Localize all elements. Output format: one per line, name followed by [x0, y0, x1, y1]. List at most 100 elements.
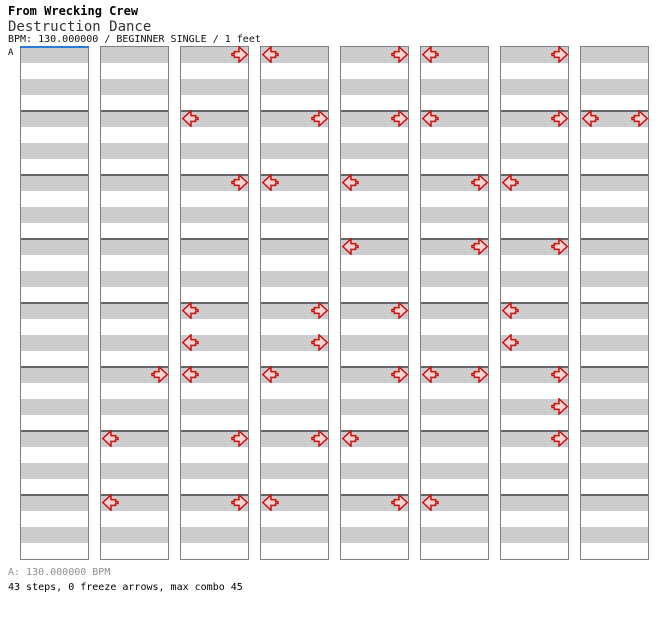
- beat-row: [501, 255, 568, 271]
- beat-row: [501, 47, 568, 63]
- beat-row: [181, 63, 248, 79]
- measure-line: [581, 110, 648, 112]
- beat-row: [101, 463, 168, 479]
- step-arrow-left-icon: [182, 334, 199, 351]
- measure-line: [421, 366, 488, 368]
- beat-row: [501, 303, 568, 319]
- step-arrow-left-icon: [342, 430, 359, 447]
- measure-line: [21, 110, 88, 112]
- beat-row: [181, 111, 248, 127]
- beat-row: [21, 415, 88, 431]
- beat-row: [21, 351, 88, 367]
- beat-row: [261, 207, 328, 223]
- measure-line: [261, 302, 328, 304]
- measure-line: [21, 302, 88, 304]
- beat-row: [421, 511, 488, 527]
- beat-row: [261, 319, 328, 335]
- measure-line: [341, 110, 408, 112]
- measure-line: [341, 174, 408, 176]
- beat-row: [261, 399, 328, 415]
- beat-row: [21, 191, 88, 207]
- beat-row: [501, 479, 568, 495]
- beat-row: [21, 47, 88, 63]
- beat-row: [581, 95, 648, 111]
- measure-line: [421, 110, 488, 112]
- step-arrow-left-icon: [182, 302, 199, 319]
- beat-row: [581, 479, 648, 495]
- beat-row: [501, 527, 568, 543]
- beat-row: [581, 415, 648, 431]
- beat-row: [581, 287, 648, 303]
- beat-row: [261, 95, 328, 111]
- beat-row: [261, 367, 328, 383]
- beat-row: [421, 335, 488, 351]
- beat-row: [21, 319, 88, 335]
- beat-row: [261, 543, 328, 559]
- chart-meta: BPM: 130.000000 / BEGINNER SINGLE / 1 fe…: [8, 34, 261, 45]
- step-arrow-right-icon: [391, 110, 408, 127]
- beat-row: [21, 287, 88, 303]
- measure-line: [21, 174, 88, 176]
- step-arrow-right-icon: [311, 302, 328, 319]
- measure-line: [421, 174, 488, 176]
- beat-row: [421, 79, 488, 95]
- beat-row: [101, 79, 168, 95]
- beat-row: [181, 127, 248, 143]
- beat-row: [501, 175, 568, 191]
- measure-column: [260, 46, 329, 560]
- beat-row: [341, 479, 408, 495]
- beat-row: [21, 175, 88, 191]
- beat-row: [581, 271, 648, 287]
- beat-row: [501, 447, 568, 463]
- beat-row: [21, 159, 88, 175]
- beat-row: [261, 159, 328, 175]
- beat-row: [421, 47, 488, 63]
- beat-row: [581, 223, 648, 239]
- measure-line: [581, 366, 648, 368]
- beat-row: [341, 287, 408, 303]
- beat-row: [181, 415, 248, 431]
- beat-row: [501, 367, 568, 383]
- beat-row: [261, 511, 328, 527]
- beat-row: [181, 335, 248, 351]
- beat-row: [21, 543, 88, 559]
- beat-row: [341, 207, 408, 223]
- beat-row: [581, 207, 648, 223]
- beat-row: [181, 143, 248, 159]
- beat-row: [21, 511, 88, 527]
- beat-row: [261, 255, 328, 271]
- step-arrow-right-icon: [391, 366, 408, 383]
- beat-row: [181, 159, 248, 175]
- measure-line: [261, 110, 328, 112]
- measure-line: [341, 430, 408, 432]
- beat-row: [181, 399, 248, 415]
- beat-row: [101, 63, 168, 79]
- beat-row: [21, 255, 88, 271]
- beat-row: [581, 527, 648, 543]
- measure-line: [581, 302, 648, 304]
- beat-row: [21, 111, 88, 127]
- beat-row: [21, 527, 88, 543]
- measure-line: [181, 366, 248, 368]
- step-arrow-left-icon: [422, 494, 439, 511]
- measure-line: [341, 366, 408, 368]
- step-arrow-left-icon: [342, 174, 359, 191]
- measure-line: [181, 238, 248, 240]
- step-arrow-right-icon: [551, 110, 568, 127]
- measure-line: [21, 366, 88, 368]
- step-arrow-right-icon: [151, 366, 168, 383]
- beat-row: [261, 527, 328, 543]
- beat-row: [421, 431, 488, 447]
- beat-row: [261, 223, 328, 239]
- measure-line: [581, 238, 648, 240]
- measure-line: [501, 430, 568, 432]
- beat-row: [501, 127, 568, 143]
- beat-row: [101, 351, 168, 367]
- song-title: Destruction Dance: [8, 19, 152, 35]
- step-arrow-left-icon: [182, 110, 199, 127]
- beat-row: [341, 175, 408, 191]
- beat-row: [21, 463, 88, 479]
- measure-column: [580, 46, 649, 560]
- bpm-sections-text: A: 130.000000 BPM: [8, 567, 111, 578]
- beat-row: [501, 207, 568, 223]
